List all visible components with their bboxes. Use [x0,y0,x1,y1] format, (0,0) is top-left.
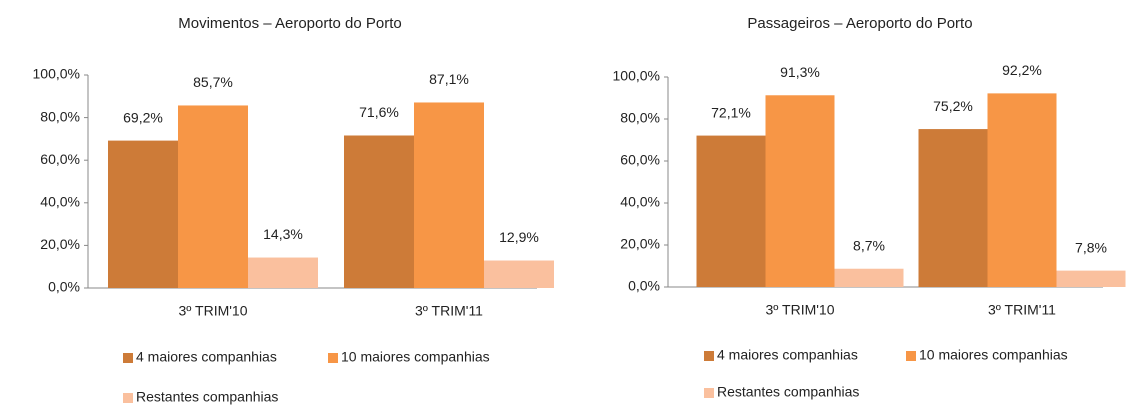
y-tick-label: 20,0% [620,236,660,252]
data-label: 87,1% [429,71,469,87]
bar [248,257,318,288]
legend-label: 4 maiores companhias [717,347,858,363]
y-tick-label: 40,0% [620,194,660,210]
x-tick-label: 3º TRIM'11 [988,302,1056,318]
y-tick-label: 0,0% [628,278,660,294]
data-label: 91,3% [780,64,820,80]
legend-swatch [123,353,133,363]
x-tick-label: 3º TRIM'10 [179,303,248,319]
legend-label: 10 maiores companhias [919,347,1068,363]
chart-title: Movimentos – Aeroporto do Porto [178,15,401,32]
data-label: 92,2% [1002,62,1042,78]
legend-swatch [906,351,916,361]
y-tick-label: 80,0% [40,108,80,124]
data-label: 69,2% [123,109,163,125]
bar [484,260,554,288]
bar [765,95,835,288]
bar [696,135,766,287]
legend-label: 4 maiores companhias [136,349,277,365]
legend-swatch [704,388,714,398]
x-tick-label: 3º TRIM'11 [415,303,483,319]
bar [108,140,178,288]
y-tick-label: 100,0% [613,68,660,84]
data-label: 14,3% [263,226,303,242]
legend-label: Restantes companhias [717,384,859,400]
legend-swatch [123,393,133,403]
bar [1056,270,1126,287]
data-label: 7,8% [1075,239,1107,255]
bar [178,105,248,288]
data-label: 85,7% [193,74,233,90]
x-tick-label: 3º TRIM'10 [766,302,835,318]
data-label: 72,1% [711,104,751,120]
y-tick-label: 40,0% [40,194,80,210]
bar [414,102,484,289]
bar [834,268,904,287]
data-label: 75,2% [933,98,973,114]
legend-swatch [328,353,338,363]
y-tick-label: 60,0% [620,152,660,168]
legend-label: 10 maiores companhias [341,349,490,365]
chart-title: Passageiros – Aeroporto do Porto [747,15,972,32]
data-label: 12,9% [499,229,539,245]
bar [987,93,1057,287]
bar [918,129,988,287]
y-tick-label: 80,0% [620,110,660,126]
data-label: 8,7% [853,237,885,253]
y-tick-label: 60,0% [40,151,80,167]
legend-swatch [704,351,714,361]
y-tick-label: 0,0% [48,279,80,295]
bar [344,135,414,288]
legend-label: Restantes companhias [136,389,278,405]
y-tick-label: 100,0% [33,66,80,82]
data-label: 71,6% [359,104,399,120]
y-tick-label: 20,0% [40,236,80,252]
